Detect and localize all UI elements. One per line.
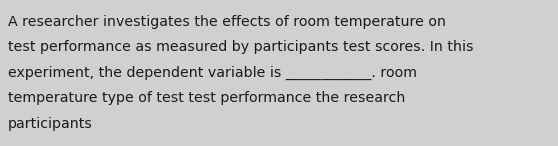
- Text: test performance as measured by participants test scores. In this: test performance as measured by particip…: [8, 40, 473, 54]
- Text: experiment, the dependent variable is ____________. room: experiment, the dependent variable is __…: [8, 66, 417, 80]
- Text: participants: participants: [8, 117, 93, 131]
- Text: A researcher investigates the effects of room temperature on: A researcher investigates the effects of…: [8, 15, 446, 29]
- Text: temperature type of test test performance the research: temperature type of test test performanc…: [8, 91, 405, 105]
